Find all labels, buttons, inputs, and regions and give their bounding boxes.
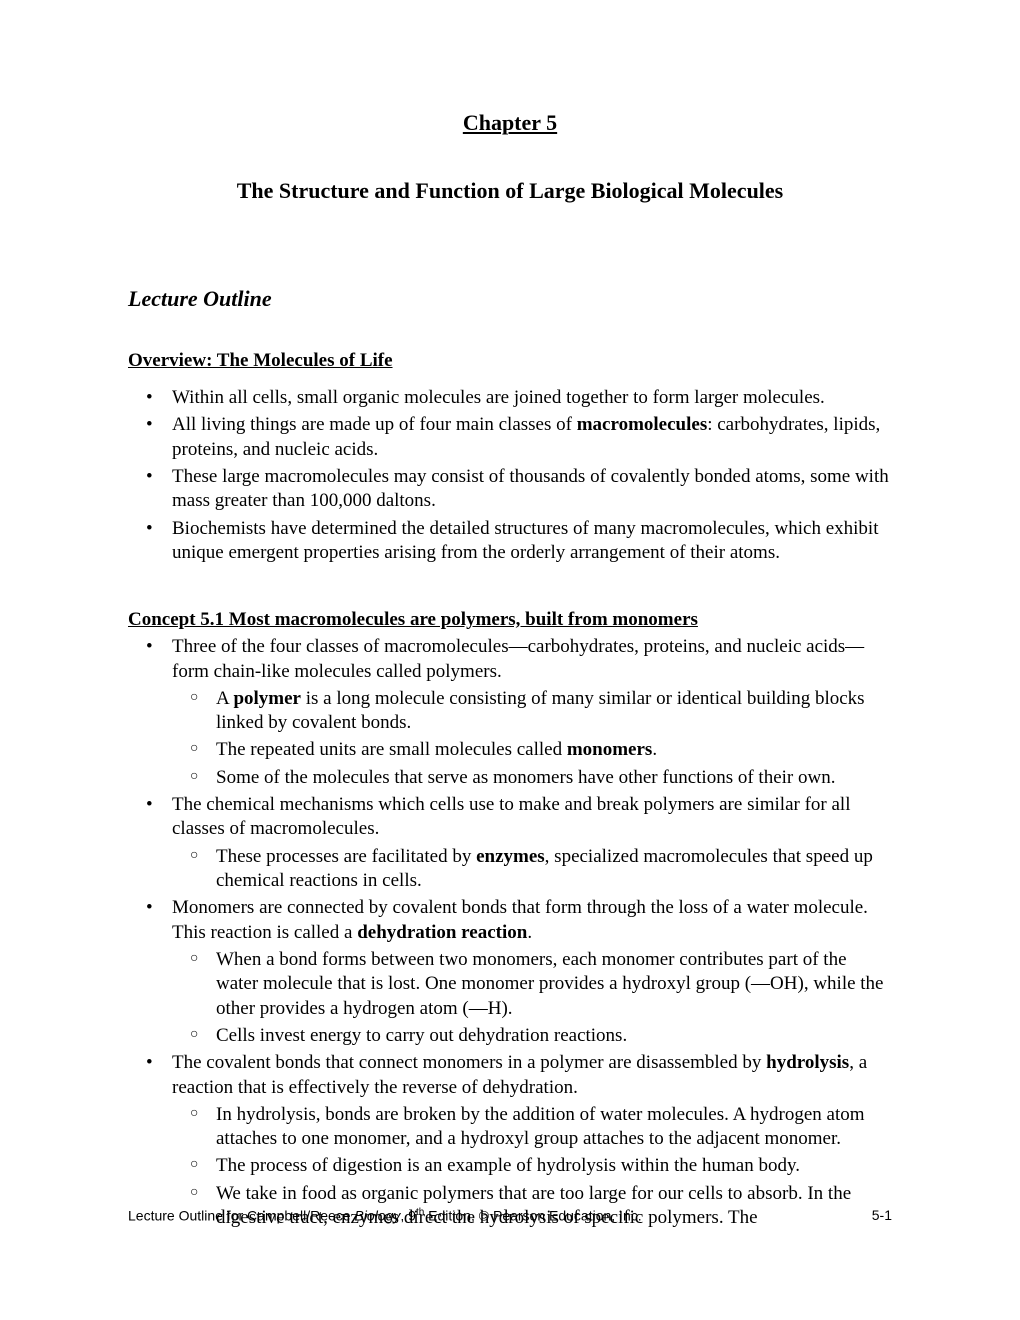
chapter-title: The Structure and Function of Large Biol… <box>128 178 892 204</box>
text-bold: hydrolysis <box>766 1052 849 1073</box>
text: All living things are made up of four ma… <box>172 414 577 435</box>
sub-list-item: Some of the molecules that serve as mono… <box>172 766 892 790</box>
sub-list-item: Cells invest energy to carry out dehydra… <box>172 1024 892 1048</box>
list-item: Three of the four classes of macromolecu… <box>128 635 892 790</box>
text-bold: polymer <box>233 688 301 709</box>
text: Edition, © Pearson Education, Inc. <box>424 1208 641 1224</box>
text: Three of the four classes of macromolecu… <box>172 636 864 681</box>
sub-list-item: The process of digestion is an example o… <box>172 1154 892 1178</box>
text: A <box>216 688 233 709</box>
list-item: Biochemists have determined the detailed… <box>128 517 892 566</box>
text: The repeated units are small molecules c… <box>216 739 567 760</box>
concept-heading: Concept 5.1 Most macromolecules are poly… <box>128 609 892 631</box>
footer-left: Lecture Outline for Campbell/Reece Biolo… <box>128 1207 642 1224</box>
overview-heading: Overview: The Molecules of Life <box>128 350 892 372</box>
list-item: Monomers are connected by covalent bonds… <box>128 896 892 1048</box>
sub-list-item: These processes are facilitated by enzym… <box>172 845 892 894</box>
page-footer: Lecture Outline for Campbell/Reece Biolo… <box>128 1207 892 1224</box>
sub-list: These processes are facilitated by enzym… <box>172 845 892 894</box>
text-bold: monomers <box>567 739 652 760</box>
sub-list: When a bond forms between two monomers, … <box>172 948 892 1048</box>
footer-right: 5-1 <box>872 1207 892 1224</box>
list-item: These large macromolecules may consist o… <box>128 465 892 514</box>
sub-list: A polymer is a long molecule consisting … <box>172 687 892 790</box>
text: The covalent bonds that connect monomers… <box>172 1052 766 1073</box>
text: Lecture Outline for Campbell/Reece <box>128 1208 354 1224</box>
text: The chemical mechanisms which cells use … <box>172 794 850 839</box>
concept-list: Three of the four classes of macromolecu… <box>128 635 892 1230</box>
overview-list: Within all cells, small organic molecule… <box>128 386 892 565</box>
text: These processes are facilitated by <box>216 846 476 867</box>
text: . <box>652 739 657 760</box>
text-italic: Biology <box>354 1208 400 1224</box>
text-bold: macromolecules <box>577 414 708 435</box>
sub-list-item: In hydrolysis, bonds are broken by the a… <box>172 1103 892 1152</box>
text: , 9 <box>400 1208 416 1224</box>
list-item: All living things are made up of four ma… <box>128 413 892 462</box>
chapter-heading: Chapter 5 <box>128 110 892 136</box>
sub-list-item: When a bond forms between two monomers, … <box>172 948 892 1021</box>
text-bold: dehydration reaction <box>357 922 527 943</box>
sub-list-item: The repeated units are small molecules c… <box>172 738 892 762</box>
list-item: Within all cells, small organic molecule… <box>128 386 892 410</box>
text: is a long molecule consisting of many si… <box>216 688 865 733</box>
list-item: The chemical mechanisms which cells use … <box>128 793 892 893</box>
sub-list-item: A polymer is a long molecule consisting … <box>172 687 892 736</box>
text: . <box>527 922 532 943</box>
list-item: The covalent bonds that connect monomers… <box>128 1051 892 1230</box>
section-heading: Lecture Outline <box>128 286 892 312</box>
text-bold: enzymes <box>476 846 545 867</box>
